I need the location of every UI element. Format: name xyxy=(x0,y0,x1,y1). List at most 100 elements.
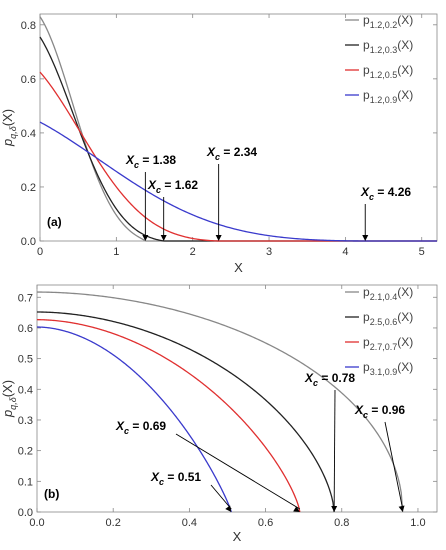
annotation-xc-2: Xc = 1.62 xyxy=(147,178,198,195)
legend-entry-2-suffix: (X) xyxy=(397,310,413,324)
legend-entry-2-base: p xyxy=(363,310,370,324)
legend-entry-1-base: p xyxy=(363,13,370,27)
annotation-eq: = xyxy=(129,419,143,433)
x-tick-label: 0.4 xyxy=(182,517,197,529)
y-tick-label: 0.8 xyxy=(21,20,36,32)
annotation-arrow-head xyxy=(142,235,149,241)
legend-entry-2-suffix: (X) xyxy=(397,38,413,52)
legend-entry-1: p2.1,0.4(X) xyxy=(363,285,413,302)
annotation-value: 2.34 xyxy=(234,145,258,159)
x-axis-label: X xyxy=(234,260,243,275)
annotation-arrow-head xyxy=(215,235,222,241)
y-axis-label-sub: q,δ xyxy=(8,125,18,139)
y-tick-label: 0.1 xyxy=(18,476,33,488)
legend-entry-2: p1.2,0.3(X) xyxy=(363,38,413,55)
annotation-arrow-line xyxy=(384,421,404,510)
panel-tag: (a) xyxy=(47,215,62,229)
annotation-value: 0.69 xyxy=(143,419,167,433)
annotation-x: X xyxy=(125,153,135,167)
annotation-x: X xyxy=(360,185,370,199)
series-line-4 xyxy=(37,326,232,513)
panel-tag: (b) xyxy=(44,487,59,501)
annotation-arrow-line xyxy=(333,389,336,510)
annotation-xc-2: Xc = 0.96 xyxy=(354,403,405,420)
legend-entry-3-suffix: (X) xyxy=(397,63,413,77)
y-axis-label-p: p xyxy=(0,410,15,418)
legend-entry-2-base: p xyxy=(363,38,370,52)
legend-entry-4-base: p xyxy=(363,360,370,374)
legend-entry-2-sub: 2.5,0.6 xyxy=(370,317,398,327)
annotation-arrow-head xyxy=(160,235,167,241)
annotation-x: X xyxy=(354,403,364,417)
y-axis-label-sub: q,δ xyxy=(8,396,18,410)
annotation-arrow-head xyxy=(225,505,232,512)
legend-entry-4-suffix: (X) xyxy=(397,88,413,102)
y-tick-label: 0.0 xyxy=(21,236,36,248)
annotation-c: c xyxy=(134,160,139,170)
annotation-arrow-line xyxy=(175,433,301,510)
series-line-3 xyxy=(36,319,301,513)
y-axis-label: pq,δ(X) xyxy=(0,109,18,147)
annotation-value: 1.38 xyxy=(153,153,177,167)
annotation-c: c xyxy=(215,152,220,162)
annotation-xc-3: Xc = 0.69 xyxy=(115,419,166,436)
y-tick-label: 0.3 xyxy=(18,415,33,427)
legend-entry-3: p1.2,0.5(X) xyxy=(363,63,413,80)
legend-entry-1-suffix: (X) xyxy=(397,13,413,27)
annotation-c: c xyxy=(363,410,368,420)
legend-entry-3-base: p xyxy=(363,63,370,77)
annotation-eq: = xyxy=(161,178,175,192)
legend-entry-4-suffix: (X) xyxy=(397,360,413,374)
annotation-xc-1: Xc = 1.38 xyxy=(125,153,176,170)
x-tick-label: 2 xyxy=(190,246,196,258)
annotation-eq: = xyxy=(164,470,178,484)
x-tick-label: 0.0 xyxy=(29,517,44,529)
annotation-xc-4: Xc = 4.26 xyxy=(360,185,411,202)
annotation-x: X xyxy=(304,371,314,385)
annotation-value: 0.78 xyxy=(332,371,356,385)
y-tick-label: 0.0 xyxy=(18,507,33,519)
annotation-eq: = xyxy=(220,145,234,159)
legend-entry-4-sub: 3.1,0.9 xyxy=(370,367,398,377)
annotation-c: c xyxy=(156,185,161,195)
legend-entry-2: p2.5,0.6(X) xyxy=(363,310,413,327)
annotation-xc-1: Xc = 0.78 xyxy=(304,371,355,388)
series-line-2 xyxy=(39,36,437,242)
x-tick-label: 3 xyxy=(266,246,272,258)
y-axis-label-p: p xyxy=(0,139,15,147)
legend-entry-1-sub: 2.1,0.4 xyxy=(370,292,398,302)
panel-a: 0 1 2 3 4 50.00.20.40.60.8Xpq,δ(X)p1.2,0.2(X)… xyxy=(0,13,438,275)
annotation-arrow-line xyxy=(210,484,232,510)
annotation-arrow-head xyxy=(362,235,369,241)
y-tick-label: 0.7 xyxy=(18,292,33,304)
legend-entry-1-base: p xyxy=(363,285,370,299)
legend-entry-4: p3.1,0.9(X) xyxy=(363,360,413,377)
annotation-c: c xyxy=(369,192,374,202)
y-axis-label-arg: (X) xyxy=(0,380,15,397)
y-tick-label: 0.4 xyxy=(18,384,33,396)
annotation-c: c xyxy=(124,426,129,436)
y-axis-label: pq,δ(X) xyxy=(0,380,18,418)
x-axis-label: X xyxy=(233,529,242,544)
legend-entry-3-sub: 2.7,0.7 xyxy=(370,342,398,352)
x-tick-label: 0.8 xyxy=(334,517,349,529)
legend-entry-3-sub: 1.2,0.5 xyxy=(370,70,398,80)
series-line-2 xyxy=(36,311,335,513)
y-tick-label: 0.5 xyxy=(18,354,33,366)
annotation-arrow-head xyxy=(398,505,405,512)
legend-entry-1-suffix: (X) xyxy=(397,285,413,299)
annotation-xc-4: Xc = 0.51 xyxy=(150,470,201,487)
x-tick-label: 0.2 xyxy=(106,517,121,529)
y-tick-label: 0.6 xyxy=(18,323,33,335)
annotation-eq: = xyxy=(139,153,153,167)
annotation-arrow-head xyxy=(331,505,338,512)
annotation-value: 4.26 xyxy=(388,185,412,199)
annotation-xc-3: Xc = 2.34 xyxy=(206,145,257,162)
x-tick-label: 1.0 xyxy=(410,517,425,529)
y-tick-label: 0.6 xyxy=(21,74,36,86)
x-tick-label: 1 xyxy=(113,246,119,258)
legend-entry-4: p1.2,0.9(X) xyxy=(363,88,413,105)
y-tick-label: 0.4 xyxy=(21,128,36,140)
annotation-c: c xyxy=(159,477,164,487)
series-line-1 xyxy=(37,291,404,513)
